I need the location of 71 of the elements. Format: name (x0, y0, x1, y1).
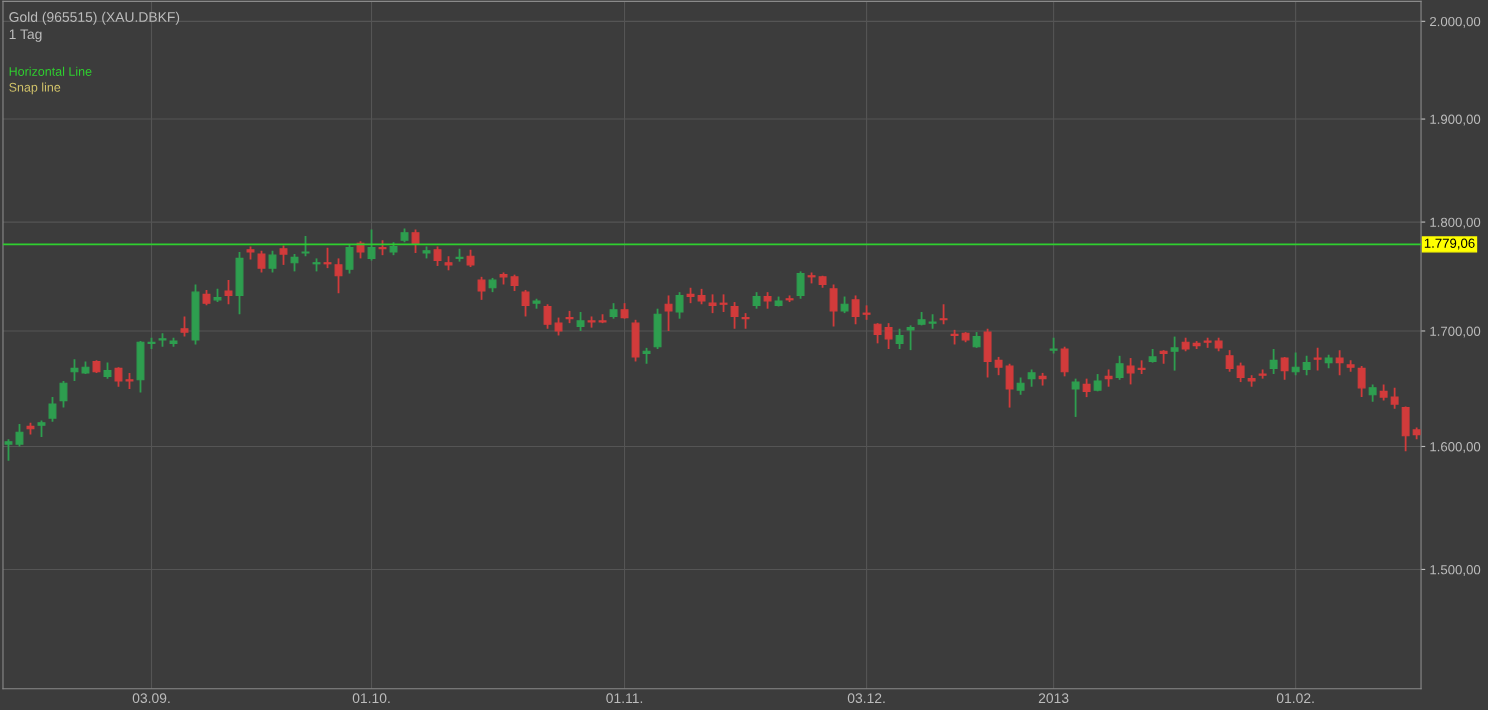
candlestick (873, 322, 882, 345)
candlestick (906, 324, 915, 352)
candlestick (851, 294, 860, 326)
candlestick (15, 423, 24, 448)
x-tick-label: 03.09. (132, 693, 170, 704)
candlestick (708, 293, 717, 315)
candlestick (4, 438, 13, 462)
candlestick (1005, 362, 1014, 409)
candlestick (1302, 354, 1311, 377)
candlestick (1137, 359, 1146, 375)
candlestick (114, 366, 123, 388)
candlestick (1082, 377, 1091, 399)
candlestick (301, 234, 310, 258)
x-tick-label: 03.12. (847, 693, 885, 704)
y-tick-label: 1.600,00 (1430, 442, 1481, 453)
candlestick (1313, 346, 1322, 372)
candlestick (730, 301, 739, 330)
candlestick (279, 244, 288, 266)
candlestick (521, 289, 530, 318)
candlestick (1225, 349, 1234, 373)
candlestick (1049, 336, 1058, 355)
candlestick (257, 249, 266, 274)
candlestick (1126, 357, 1135, 386)
candlestick (1291, 351, 1300, 377)
candlestick (895, 327, 904, 350)
candlestick (1269, 348, 1278, 375)
candlestick (268, 249, 277, 274)
y-tick-label: 1.900,00 (1430, 114, 1481, 126)
candlestick (1060, 345, 1069, 378)
candlestick (1236, 361, 1245, 383)
candlestick (477, 275, 486, 301)
text: Gold (965515) (XAU.DBKF) (9, 11, 180, 25)
annotation: Snap line (9, 82, 61, 95)
candlestick (323, 246, 332, 270)
x-tick-label: 01.02. (1276, 693, 1314, 704)
text: 1 Tag (9, 29, 42, 42)
annotation: Horizontal Line (9, 66, 92, 76)
candlestick (180, 315, 189, 338)
candlestick (345, 243, 354, 275)
x-tick-label: 01.11. (606, 693, 643, 704)
candlestick (224, 279, 233, 306)
candlestick (433, 245, 442, 267)
candlestick (796, 270, 805, 300)
y-tick-label: 2.000,00 (1430, 16, 1481, 28)
x-tick-label: 2013 (1038, 693, 1069, 704)
candlestick (994, 356, 1003, 377)
candlestick (576, 311, 585, 332)
candlestick (367, 228, 376, 262)
candlestick (48, 396, 57, 423)
candlestick (59, 380, 68, 409)
candlestick (829, 283, 838, 328)
candlestick (1335, 349, 1344, 377)
candlestick (939, 303, 948, 326)
candlestick (664, 294, 673, 332)
y-tick-label: 1.800,00 (1430, 217, 1481, 229)
candlestick (411, 228, 420, 254)
candlestick (1115, 354, 1124, 381)
candlestick (70, 358, 79, 382)
candlestick (1390, 386, 1399, 410)
ref-line-label: 1.779,06 (1424, 238, 1475, 250)
candlestick (1357, 365, 1366, 399)
y-tick-label: 1.700,00 (1430, 326, 1481, 338)
candlestick (675, 291, 684, 320)
candlestick (1071, 377, 1080, 418)
candlestick (543, 303, 552, 330)
candlestick (884, 322, 893, 350)
candlestick (1170, 335, 1179, 372)
candlestick (1104, 368, 1113, 388)
x-tick-label: 01.10. (352, 693, 390, 704)
candlestick (334, 257, 343, 295)
y-tick-label: 1.500,00 (1430, 565, 1481, 576)
